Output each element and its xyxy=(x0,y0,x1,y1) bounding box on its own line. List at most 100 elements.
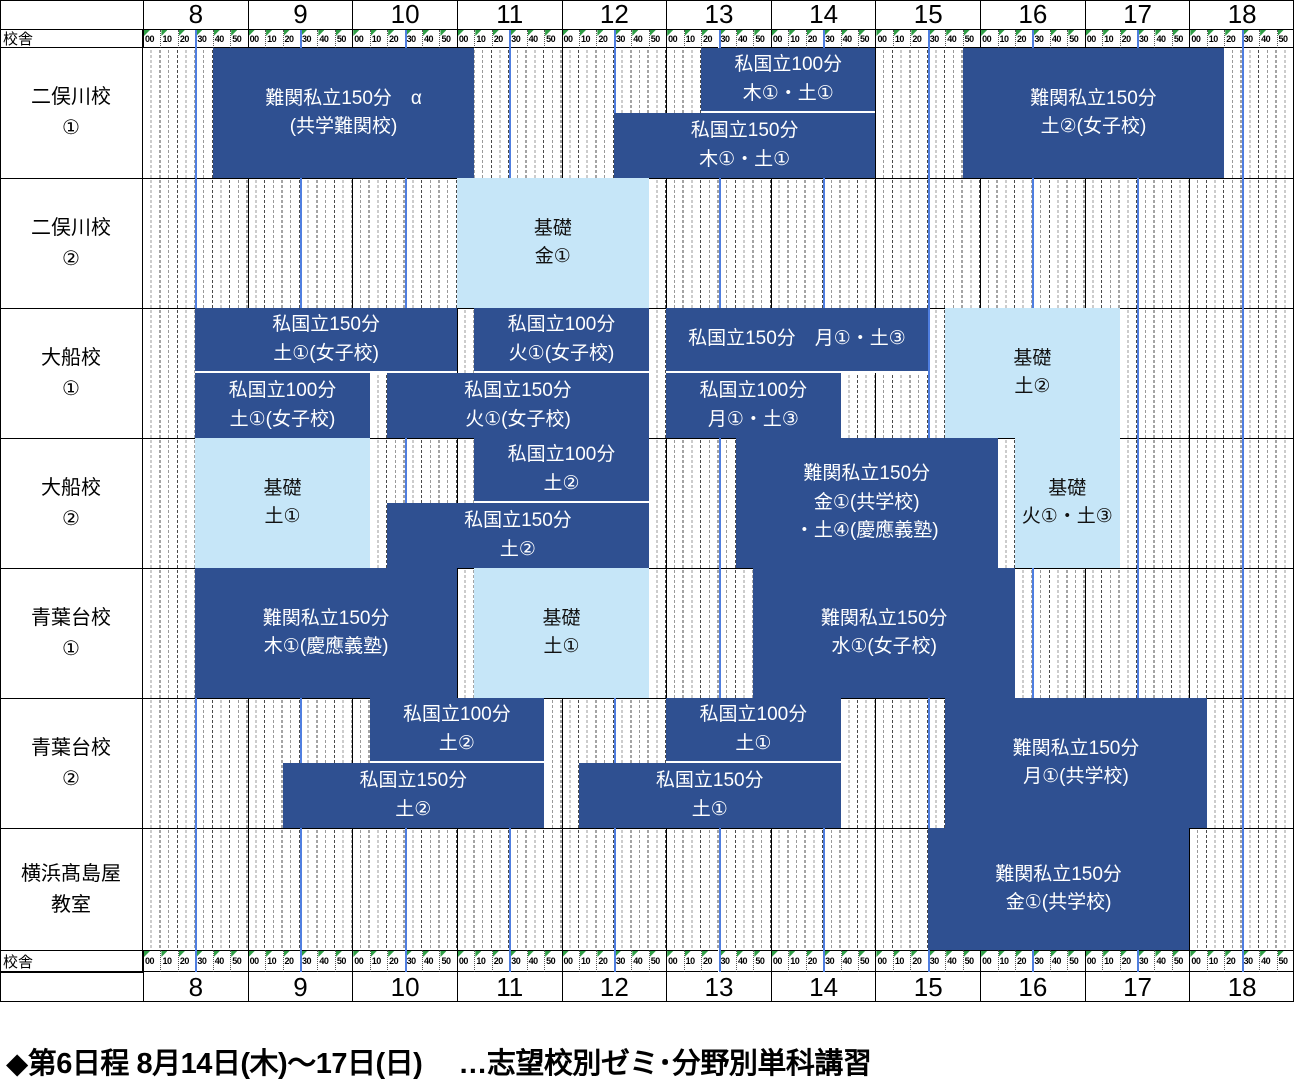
minute-label: 40 xyxy=(528,956,539,966)
minute-cell: 20 xyxy=(596,950,614,972)
minute-label: 10 xyxy=(1208,33,1219,44)
minute-label: 40 xyxy=(424,33,434,44)
green-corner-flag xyxy=(789,951,796,957)
green-corner-flag xyxy=(1033,30,1040,36)
minute-cell: 40 xyxy=(1049,30,1068,48)
minute-cell: 40 xyxy=(317,950,335,972)
minute-label: 50 xyxy=(1069,956,1079,966)
block-label-line: 私国立150分 xyxy=(272,314,380,335)
green-corner-flag xyxy=(144,951,150,957)
minute-label: 10 xyxy=(580,33,591,44)
green-corner-flag xyxy=(649,951,656,957)
minute-cell: 40 xyxy=(526,30,545,48)
minute-label: 30 xyxy=(301,33,312,44)
minute-cell: 00 xyxy=(352,950,370,972)
minute-label: 40 xyxy=(633,956,643,966)
green-corner-flag xyxy=(353,951,360,957)
minute-cell: 00 xyxy=(1084,950,1103,972)
green-corner-flag xyxy=(335,951,342,957)
hour-label-cell-bottom: 15 xyxy=(875,972,981,1002)
minute-cell: 00 xyxy=(143,30,161,48)
minute-label: 20 xyxy=(703,956,713,966)
campus-label-line: 大船校 xyxy=(41,346,101,369)
minute-cell: 10 xyxy=(474,950,492,972)
block-label-line: 火①(女子校) xyxy=(508,342,615,364)
green-corner-flag xyxy=(649,30,656,36)
green-corner-flag xyxy=(719,951,726,957)
minute-cell: 20 xyxy=(1119,30,1138,48)
minute-cell: 50 xyxy=(962,30,981,48)
minute-label: 50 xyxy=(1173,956,1184,966)
block-label-line: 土②(女子校) xyxy=(1040,116,1147,137)
schedule-block: 私国立150分 土① xyxy=(578,763,841,828)
minute-label: 30 xyxy=(825,33,835,44)
minute-label: 10 xyxy=(1104,33,1114,44)
hour-label-cell-bottom: 18 xyxy=(1189,972,1294,1002)
hour-label-cell-bottom: 10 xyxy=(352,972,457,1002)
minute-cell: 50 xyxy=(334,950,353,972)
block-label-line: 私国立100分 xyxy=(699,704,808,725)
green-corner-flag xyxy=(632,951,639,957)
hour-gridline xyxy=(666,30,668,972)
minute-cell: 10 xyxy=(160,950,178,972)
minute-label: 20 xyxy=(1226,956,1236,966)
campus-label-line: ① xyxy=(62,117,80,139)
minute-cell: 00 xyxy=(875,950,893,972)
green-corner-flag xyxy=(684,30,691,36)
green-corner-flag xyxy=(684,951,691,957)
schedule-block: 私国立150分 土② xyxy=(387,503,649,568)
half-hour-gridline xyxy=(1137,30,1140,972)
block-label-line: 木①・土① xyxy=(742,82,834,104)
green-corner-flag xyxy=(161,951,168,957)
minute-label: 40 xyxy=(1156,33,1166,44)
minute-label: 30 xyxy=(615,956,626,966)
minute-cell: 30 xyxy=(509,30,527,48)
hour-label-cell-top: 8 xyxy=(143,0,248,30)
block-label-line: 土② xyxy=(1014,376,1051,397)
green-corner-flag xyxy=(1260,30,1267,36)
minute-cell: 10 xyxy=(788,30,806,48)
minute-cell: 00 xyxy=(666,30,684,48)
minute-cell: 50 xyxy=(544,30,562,48)
green-corner-flag xyxy=(457,30,464,36)
schedule-block: 難関私立150分 木①(慶應義塾) xyxy=(195,568,457,698)
green-corner-flag xyxy=(1277,30,1284,36)
green-corner-flag xyxy=(475,30,482,36)
schedule-block: 難関私立150分 月①(共学校) xyxy=(945,698,1207,828)
green-corner-flag xyxy=(1190,951,1197,957)
block-label-line: 火①(女子校) xyxy=(465,408,571,430)
green-corner-flag xyxy=(178,30,185,36)
corner-label-bottom: 校舎 xyxy=(0,950,143,972)
minute-cell: 20 xyxy=(1224,950,1242,972)
campus-label-line: 横浜髙島屋 xyxy=(21,862,121,885)
hour-label-cell-top: 12 xyxy=(561,0,667,30)
minute-cell: 40 xyxy=(1259,30,1277,48)
schedule-block: 私国立150分 土①(女子校) xyxy=(195,308,457,373)
block-label-line: 金①(共学校) xyxy=(813,491,920,513)
green-corner-flag xyxy=(370,30,377,36)
minute-label: 30 xyxy=(1034,33,1044,44)
green-corner-flag xyxy=(667,951,674,957)
green-corner-flag xyxy=(300,30,307,36)
minute-label: 20 xyxy=(1121,33,1132,44)
block-label-line: 難関私立150分 xyxy=(820,607,948,629)
green-corner-flag xyxy=(1068,30,1075,36)
minute-cell: 10 xyxy=(160,30,178,48)
green-corner-flag xyxy=(1103,30,1110,36)
minute-label: 00 xyxy=(877,956,887,966)
block-label-line: 基礎 xyxy=(263,477,302,499)
minute-label: 30 xyxy=(301,956,312,966)
minute-cell: 00 xyxy=(247,30,266,48)
schedule-block: 基礎 金① xyxy=(456,178,649,308)
campus-label-line: ① xyxy=(62,377,80,400)
minute-cell: 30 xyxy=(195,950,213,972)
minute-cell: 20 xyxy=(701,30,719,48)
minute-label: 50 xyxy=(546,956,556,966)
minute-label: 30 xyxy=(615,33,626,44)
minute-label: 00 xyxy=(982,33,992,44)
minute-cell: 20 xyxy=(282,950,300,972)
minute-label: 40 xyxy=(1051,956,1062,966)
block-label-line: 水①(女子校) xyxy=(831,636,938,657)
green-corner-flag xyxy=(667,30,674,36)
